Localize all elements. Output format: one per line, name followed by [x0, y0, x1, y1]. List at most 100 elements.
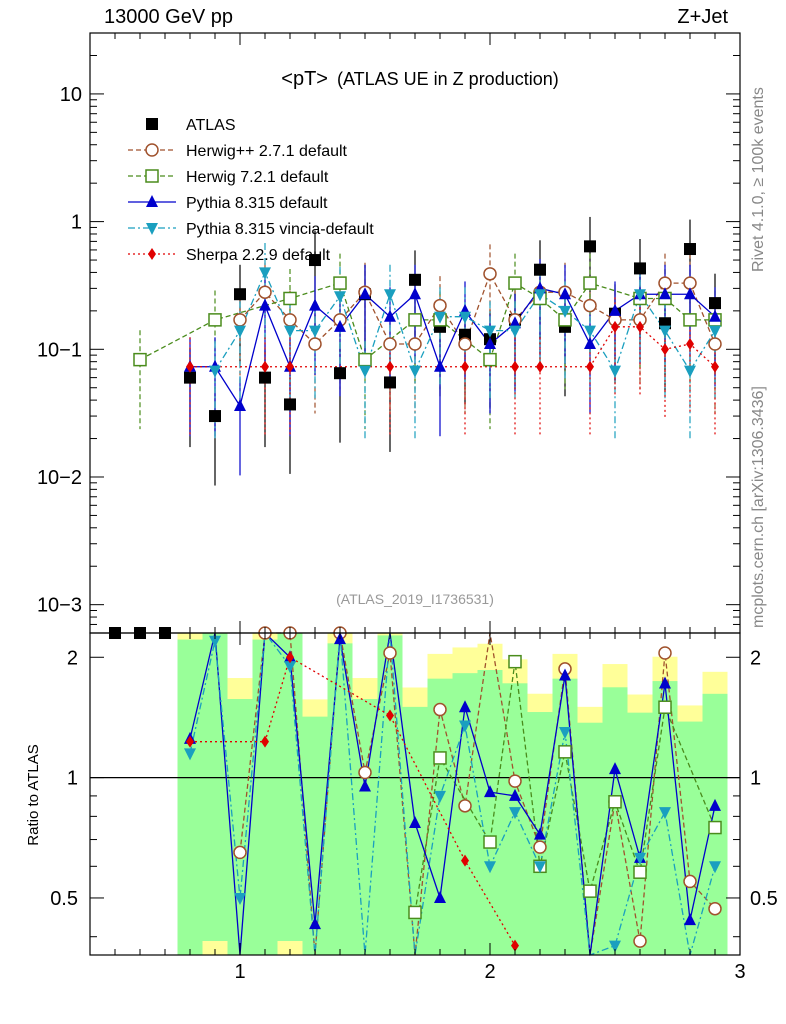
- ratio-tick-label-right: 2: [750, 647, 761, 669]
- ratio-point-herwig-2-7-1-default: [383, 646, 397, 660]
- point-atlas: [709, 297, 721, 310]
- point-herwig-7-2-1-default: [408, 313, 422, 327]
- point-pythia-8-315-vincia-default: [309, 325, 321, 338]
- band-green: [377, 635, 403, 955]
- band-green: [202, 633, 228, 941]
- point-atlas: [584, 240, 596, 253]
- band-green: [277, 633, 303, 941]
- point-pythia-8-315-default: [684, 287, 696, 300]
- point-herwig-7-2-1-default: [283, 291, 297, 306]
- point-herwig-7-2-1-default: [508, 276, 522, 290]
- point-herwig-7-2-1-default: [333, 276, 347, 290]
- point-herwig-2-7-1-default: [408, 337, 422, 351]
- point-pythia-8-315-vincia-default: [709, 325, 721, 338]
- ratio-point-herwig-7-2-1-default: [633, 865, 647, 879]
- point-pythia-8-315-vincia-default: [359, 365, 371, 378]
- ratio-point-herwig-2-7-1-default: [433, 702, 447, 717]
- x-tick-label: 3: [734, 961, 745, 983]
- point-herwig-7-2-1-default: [358, 352, 372, 367]
- ratio-line-pythia-8-315-default: [189, 631, 716, 956]
- ratio-point-pythia-8-315-vincia-default: [434, 790, 446, 803]
- legend-label-pythia-8-315-vincia-default: Pythia 8.315 vincia-default: [186, 221, 374, 238]
- point-atlas: [534, 263, 546, 276]
- ratio-point-herwig-7-2-1-default: [558, 745, 572, 759]
- ratio-point-pythia-8-315-vincia-default: [484, 861, 496, 874]
- point-atlas: [309, 254, 321, 267]
- title-main: <pT>: [281, 68, 328, 90]
- legend-label-sherpa-2-2-9-default: Sherpa 2.2.9 default: [186, 247, 331, 264]
- point-sherpa-2-2-9-default: [386, 360, 394, 373]
- point-pythia-8-315-vincia-default: [409, 365, 421, 378]
- point-herwig-2-7-1-default: [383, 337, 397, 351]
- point-pythia-8-315-default: [309, 298, 321, 311]
- y-tick-label: 10−1: [37, 339, 82, 361]
- point-pythia-8-315-default: [359, 287, 371, 300]
- point-pythia-8-315-vincia-default: [509, 325, 521, 338]
- point-sherpa-2-2-9-default: [636, 320, 644, 333]
- point-atlas: [234, 288, 246, 301]
- band-green: [252, 639, 278, 955]
- point-pythia-8-315-default: [484, 337, 496, 350]
- point-herwig-7-2-1-default: [208, 313, 222, 327]
- ratio-point-sherpa-2-2-9-default: [261, 735, 269, 748]
- point-atlas: [284, 398, 296, 411]
- point-pythia-8-315-default: [234, 398, 246, 411]
- ratio-point-pythia-8-315-vincia-default: [559, 727, 571, 740]
- mcplots-label: mcplots.cern.ch [arXiv:1306.3436]: [750, 386, 767, 628]
- ratio-point-sherpa-2-2-9-default: [511, 939, 519, 952]
- y-tick-label: 1: [71, 212, 82, 234]
- ratio-tick-label-left: 2: [67, 647, 78, 669]
- line-sherpa-2-2-9-default: [190, 326, 716, 368]
- ratio-point-pythia-8-315-vincia-default: [284, 661, 296, 674]
- ratio-point-herwig-7-2-1-default: [658, 700, 672, 714]
- point-herwig-2-7-1-default: [458, 337, 472, 351]
- band-green: [577, 722, 603, 955]
- title-sub: (ATLAS UE in Z production): [337, 69, 559, 89]
- ratio-point-pythia-8-315-default: [309, 917, 321, 930]
- point-pythia-8-315-default: [334, 319, 346, 332]
- ratio-point-herwig-2-7-1-default: [458, 799, 472, 813]
- point-pythia-8-315-default: [709, 309, 721, 322]
- point-atlas: [334, 367, 346, 380]
- legend-marker-pythia-8-315-vincia-default: [146, 223, 158, 235]
- ratio-line-herwig-7-2-1-default: [414, 661, 716, 913]
- band-green: [552, 678, 578, 955]
- point-pythia-8-315-vincia-default: [584, 325, 596, 338]
- line-herwig-7-2-1-default: [139, 282, 715, 361]
- chart-title: <pT> (ATLAS UE in Z production): [281, 68, 558, 90]
- ratio-point-herwig-7-2-1-default: [483, 835, 497, 849]
- ratio-line-herwig-2-7-1-default: [239, 632, 716, 956]
- band-green: [177, 639, 203, 955]
- ratio-point-pythia-8-315-default: [709, 798, 721, 811]
- ratio-point-herwig-2-7-1-default: [358, 765, 372, 780]
- band-green: [427, 678, 453, 955]
- point-herwig-7-2-1-default: [583, 276, 597, 290]
- header-left: 13000 GeV pp: [104, 6, 233, 28]
- point-herwig-7-2-1-default: [133, 352, 147, 367]
- ratio-point-herwig-2-7-1-default: [658, 646, 672, 660]
- legend-marker-herwig-7-2-1-default: [145, 169, 159, 183]
- ratio-point-herwig-7-2-1-default: [708, 820, 722, 835]
- point-herwig-2-7-1-default: [283, 313, 297, 327]
- point-pythia-8-315-vincia-default: [259, 267, 271, 280]
- point-atlas: [259, 371, 271, 384]
- ratio-point-herwig-2-7-1-default: [683, 874, 697, 889]
- legend-marker-atlas: [146, 118, 158, 130]
- legend: ATLAS Herwig++ 2.7.1 default Herwig 7.2.1 …: [128, 117, 374, 264]
- legend-label-atlas: ATLAS: [186, 117, 236, 134]
- point-pythia-8-315-default: [434, 359, 446, 372]
- point-pythia-8-315-default: [659, 287, 671, 300]
- ratio-tick-label-right: 1: [750, 768, 761, 790]
- point-pythia-8-315-vincia-default: [434, 311, 446, 324]
- band-green: [352, 699, 378, 955]
- point-pythia-8-315-default: [509, 316, 521, 329]
- point-pythia-8-315-vincia-default: [334, 291, 346, 304]
- point-pythia-8-315-vincia-default: [284, 325, 296, 338]
- ratio-point-herwig-2-7-1-default: [533, 840, 547, 854]
- point-pythia-8-315-vincia-default: [609, 365, 621, 378]
- legend-label-herwig-2-7-1-default: Herwig++ 2.7.1 default: [186, 143, 348, 160]
- ratio-point-pythia-8-315-default: [509, 788, 521, 801]
- ratio-point-pythia-8-315-vincia-default: [509, 807, 521, 820]
- point-pythia-8-315-vincia-default: [684, 365, 696, 378]
